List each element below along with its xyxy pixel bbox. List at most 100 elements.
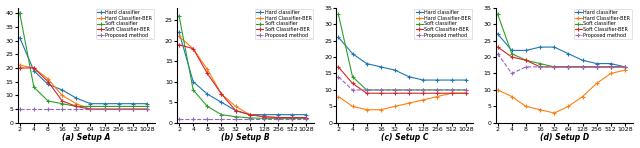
Proposed method	[44, 108, 52, 110]
Soft classifier	[522, 59, 530, 61]
Line: Soft Classifier-BER: Soft Classifier-BER	[496, 45, 627, 69]
Hard classifier	[349, 53, 356, 55]
Soft classifier	[289, 118, 296, 119]
Proposed method	[433, 89, 441, 91]
Soft Classifier-BER	[189, 48, 197, 50]
Hard Classifier-BER	[204, 69, 211, 70]
X-axis label: (b) Setup B: (b) Setup B	[221, 133, 270, 142]
Soft Classifier-BER	[391, 92, 399, 94]
Hard classifier	[363, 63, 371, 65]
Hard classifier	[204, 93, 211, 95]
Soft Classifier-BER	[232, 110, 239, 111]
Hard Classifier-BER	[115, 108, 123, 110]
Soft classifier	[204, 106, 211, 107]
Soft Classifier-BER	[405, 92, 413, 94]
Soft classifier	[72, 106, 80, 107]
Proposed method	[175, 118, 183, 120]
Proposed method	[86, 108, 94, 110]
Soft Classifier-BER	[349, 82, 356, 84]
Line: Soft classifier: Soft classifier	[337, 12, 467, 92]
Soft Classifier-BER	[462, 92, 470, 94]
Soft classifier	[58, 103, 66, 104]
Proposed method	[218, 118, 225, 120]
Proposed method	[508, 73, 516, 74]
Soft classifier	[232, 116, 239, 118]
Hard classifier	[447, 79, 455, 81]
Proposed method	[522, 66, 530, 68]
X-axis label: (a) Setup A: (a) Setup A	[62, 133, 111, 142]
Soft classifier	[246, 117, 253, 119]
Hard Classifier-BER	[447, 92, 455, 94]
Line: Soft Classifier-BER: Soft Classifier-BER	[337, 65, 467, 95]
Hard Classifier-BER	[100, 108, 108, 110]
Proposed method	[550, 66, 558, 68]
Soft classifier	[30, 86, 38, 88]
Soft Classifier-BER	[16, 67, 24, 69]
Hard Classifier-BER	[349, 106, 356, 107]
Hard Classifier-BER	[30, 67, 38, 69]
Proposed method	[391, 89, 399, 91]
Soft Classifier-BER	[289, 117, 296, 118]
Hard classifier	[218, 101, 225, 103]
Hard classifier	[593, 63, 600, 65]
Hard Classifier-BER	[218, 93, 225, 95]
Hard Classifier-BER	[579, 96, 586, 97]
Soft Classifier-BER	[522, 59, 530, 61]
Line: Soft classifier: Soft classifier	[177, 14, 308, 120]
Proposed method	[564, 66, 572, 68]
Soft Classifier-BER	[100, 108, 108, 110]
Soft Classifier-BER	[72, 106, 80, 107]
Hard Classifier-BER	[58, 95, 66, 96]
Soft Classifier-BER	[129, 108, 137, 110]
Legend: Hard classifier, Hard Classifier-BER, Soft classifier, Soft Classifier-BER, Prop: Hard classifier, Hard Classifier-BER, So…	[255, 9, 313, 39]
Hard classifier	[289, 114, 296, 116]
Soft classifier	[593, 66, 600, 68]
Hard classifier	[522, 49, 530, 51]
Hard classifier	[189, 81, 197, 83]
Hard Classifier-BER	[419, 99, 427, 101]
Soft classifier	[377, 89, 385, 91]
Proposed method	[405, 89, 413, 91]
Line: Soft Classifier-BER: Soft Classifier-BER	[18, 66, 148, 111]
Proposed method	[246, 118, 253, 120]
Hard Classifier-BER	[536, 109, 544, 111]
Soft Classifier-BER	[44, 81, 52, 83]
Hard Classifier-BER	[564, 106, 572, 107]
Proposed method	[16, 108, 24, 110]
Hard Classifier-BER	[621, 69, 629, 71]
Proposed method	[189, 118, 197, 120]
Proposed method	[232, 118, 239, 120]
Line: Soft classifier: Soft classifier	[18, 11, 148, 108]
Soft classifier	[391, 89, 399, 91]
Hard Classifier-BER	[175, 36, 183, 37]
Proposed method	[72, 108, 80, 110]
Proposed method	[536, 66, 544, 68]
Hard classifier	[16, 37, 24, 39]
Soft classifier	[508, 53, 516, 55]
Hard Classifier-BER	[44, 78, 52, 80]
Soft Classifier-BER	[536, 66, 544, 68]
Hard Classifier-BER	[550, 112, 558, 114]
Legend: Hard classifier, Hard Classifier-BER, Soft classifier, Soft Classifier-BER, Prop: Hard classifier, Hard Classifier-BER, So…	[414, 9, 472, 39]
Proposed method	[115, 108, 123, 110]
Soft classifier	[349, 76, 356, 78]
Hard Classifier-BER	[260, 116, 268, 118]
Soft classifier	[447, 89, 455, 91]
Line: Hard Classifier-BER: Hard Classifier-BER	[337, 91, 467, 111]
Hard classifier	[100, 103, 108, 104]
Hard Classifier-BER	[363, 109, 371, 111]
Proposed method	[621, 66, 629, 68]
Soft Classifier-BER	[419, 92, 427, 94]
Hard Classifier-BER	[246, 114, 253, 116]
Soft classifier	[175, 15, 183, 17]
Soft Classifier-BER	[303, 117, 310, 118]
X-axis label: (d) Setup D: (d) Setup D	[540, 133, 589, 142]
Proposed method	[419, 89, 427, 91]
Hard Classifier-BER	[433, 96, 441, 97]
Proposed method	[607, 66, 614, 68]
Hard classifier	[433, 79, 441, 81]
Legend: Hard classifier, Hard Classifier-BER, Soft classifier, Soft Classifier-BER, Prop: Hard classifier, Hard Classifier-BER, So…	[573, 9, 632, 39]
Proposed method	[335, 76, 342, 78]
Soft Classifier-BER	[260, 116, 268, 118]
Line: Proposed method: Proposed method	[177, 117, 308, 120]
